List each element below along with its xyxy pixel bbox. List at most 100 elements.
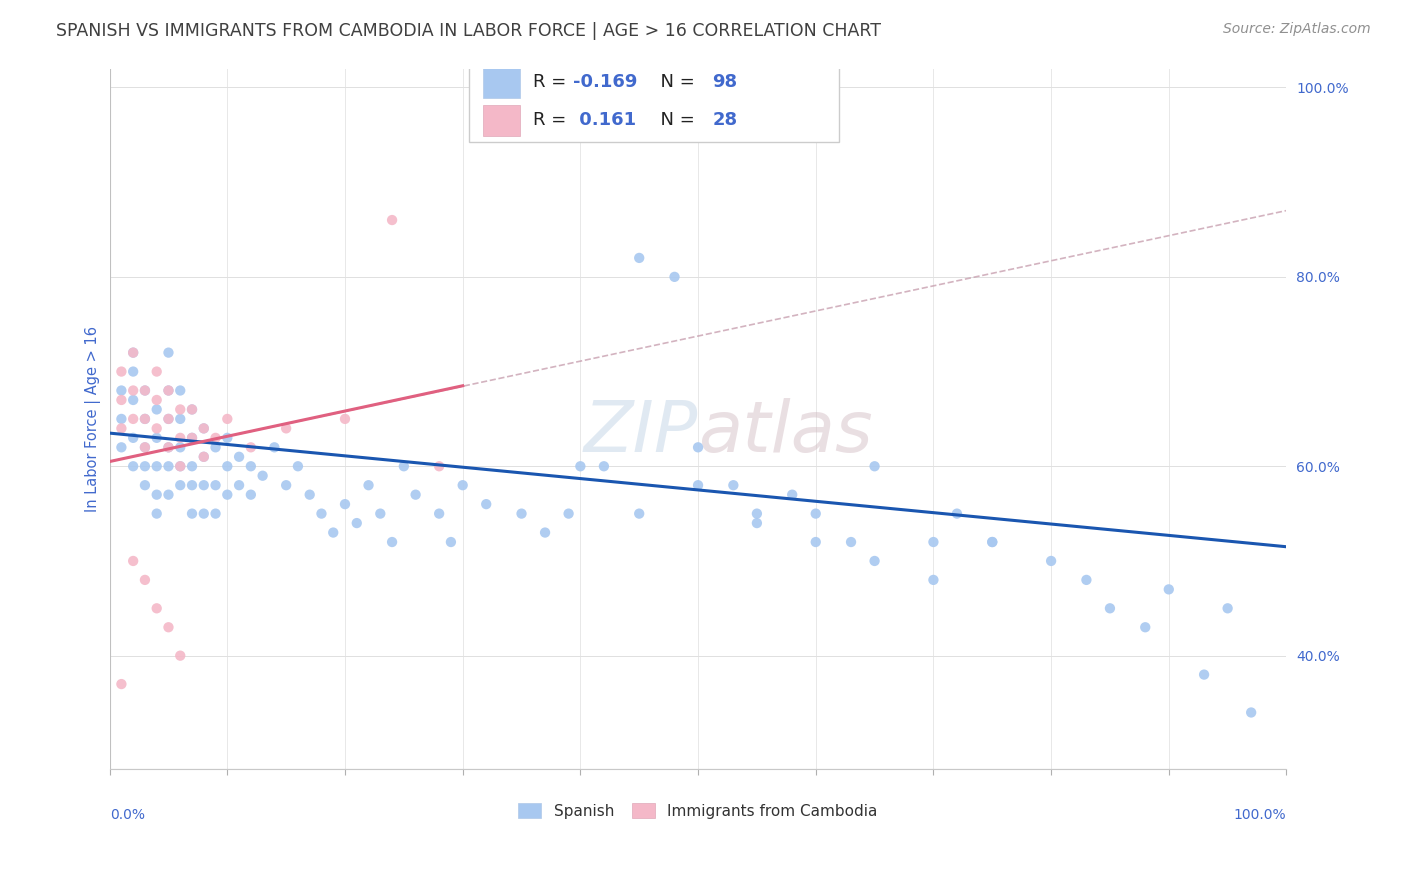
Point — [110, 677, 132, 691]
Text: 98: 98 — [713, 73, 737, 91]
Point — [157, 412, 180, 426]
Point — [122, 345, 145, 359]
Legend: Spanish, Immigrants from Cambodia: Spanish, Immigrants from Cambodia — [512, 797, 884, 825]
Point — [217, 488, 239, 502]
Point — [1216, 601, 1239, 615]
Point — [451, 478, 474, 492]
Point — [134, 384, 156, 398]
Point — [228, 478, 250, 492]
Point — [1076, 573, 1098, 587]
Point — [193, 507, 215, 521]
Point — [122, 365, 145, 379]
Point — [169, 478, 191, 492]
Point — [134, 573, 156, 587]
Point — [110, 384, 132, 398]
Point — [122, 345, 145, 359]
Point — [181, 431, 204, 445]
Point — [122, 392, 145, 407]
Point — [427, 507, 450, 521]
Point — [368, 507, 391, 521]
Point — [181, 478, 204, 492]
Point — [193, 450, 215, 464]
Point — [569, 459, 592, 474]
Point — [981, 535, 1004, 549]
Point — [263, 440, 285, 454]
Point — [122, 384, 145, 398]
Text: 100.0%: 100.0% — [1234, 808, 1286, 822]
Point — [863, 554, 886, 568]
Point — [333, 497, 356, 511]
Point — [110, 392, 132, 407]
Point — [217, 431, 239, 445]
Point — [204, 478, 226, 492]
Text: R =: R = — [533, 73, 572, 91]
Point — [440, 535, 463, 549]
Point — [745, 516, 768, 530]
Point — [145, 365, 167, 379]
Point — [1157, 582, 1180, 597]
Point — [134, 412, 156, 426]
Point — [839, 535, 862, 549]
Point — [169, 384, 191, 398]
Point — [110, 440, 132, 454]
Point — [145, 507, 167, 521]
Point — [134, 478, 156, 492]
Point — [157, 345, 180, 359]
Point — [392, 459, 415, 474]
Point — [276, 478, 298, 492]
Point — [228, 450, 250, 464]
Text: -0.169: -0.169 — [574, 73, 638, 91]
Point — [145, 421, 167, 435]
Point — [193, 421, 215, 435]
Point — [1040, 554, 1063, 568]
Point — [157, 459, 180, 474]
Point — [239, 440, 262, 454]
Point — [475, 497, 498, 511]
Point — [1240, 706, 1263, 720]
Point — [193, 450, 215, 464]
Point — [534, 525, 557, 540]
Point — [745, 507, 768, 521]
Point — [333, 412, 356, 426]
Point — [628, 507, 651, 521]
Point — [110, 421, 132, 435]
Point — [157, 384, 180, 398]
Point — [169, 648, 191, 663]
Point — [145, 392, 167, 407]
Point — [557, 507, 579, 521]
Point — [157, 620, 180, 634]
Point — [157, 440, 180, 454]
Point — [686, 478, 709, 492]
Point — [145, 601, 167, 615]
FancyBboxPatch shape — [482, 105, 520, 136]
Point — [780, 488, 803, 502]
Text: Source: ZipAtlas.com: Source: ZipAtlas.com — [1223, 22, 1371, 37]
Point — [145, 402, 167, 417]
Point — [686, 440, 709, 454]
Point — [804, 507, 827, 521]
Point — [122, 431, 145, 445]
Point — [204, 507, 226, 521]
Point — [723, 478, 745, 492]
Point — [122, 459, 145, 474]
Point — [863, 459, 886, 474]
Point — [134, 384, 156, 398]
Point — [169, 402, 191, 417]
Point — [276, 421, 298, 435]
Point — [181, 402, 204, 417]
Point — [346, 516, 368, 530]
Point — [298, 488, 321, 502]
Point — [134, 440, 156, 454]
Point — [1192, 667, 1215, 681]
Point — [322, 525, 344, 540]
Point — [381, 213, 404, 227]
Point — [405, 488, 427, 502]
FancyBboxPatch shape — [468, 62, 839, 142]
Text: SPANISH VS IMMIGRANTS FROM CAMBODIA IN LABOR FORCE | AGE > 16 CORRELATION CHART: SPANISH VS IMMIGRANTS FROM CAMBODIA IN L… — [56, 22, 882, 40]
FancyBboxPatch shape — [482, 67, 520, 98]
Point — [981, 535, 1004, 549]
Point — [157, 384, 180, 398]
Point — [1135, 620, 1157, 634]
Point — [122, 554, 145, 568]
Point — [181, 431, 204, 445]
